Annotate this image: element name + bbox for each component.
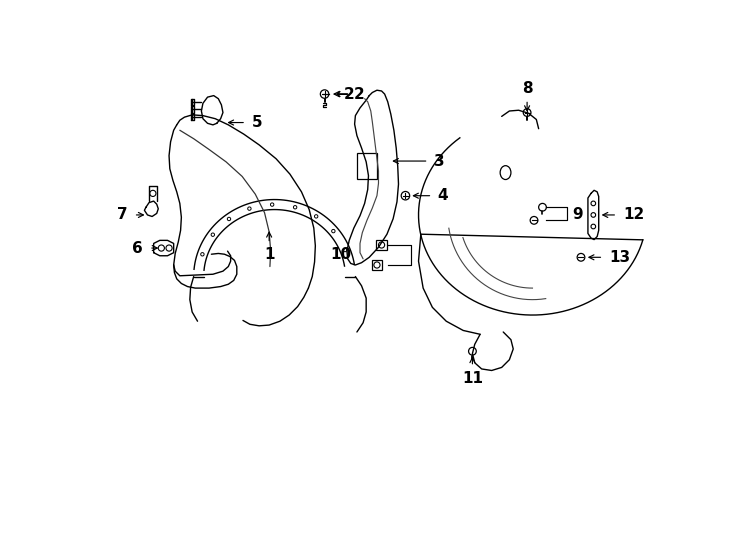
Text: 2: 2	[344, 86, 355, 102]
Text: 12: 12	[623, 207, 644, 222]
Text: 1: 1	[264, 247, 275, 262]
Text: 13: 13	[609, 250, 631, 265]
Text: 9: 9	[573, 207, 583, 222]
Text: ← 2: ← 2	[336, 86, 365, 102]
Text: 8: 8	[522, 80, 532, 96]
Text: 7: 7	[117, 207, 128, 222]
Bar	[357, 153, 377, 179]
Text: 11: 11	[462, 372, 483, 386]
Text: 3: 3	[434, 153, 445, 168]
Text: 4: 4	[437, 188, 448, 203]
Text: 10: 10	[330, 247, 352, 262]
Bar	[376, 240, 387, 251]
Bar	[371, 260, 382, 271]
Text: 5: 5	[252, 115, 263, 130]
Text: 6: 6	[132, 240, 143, 255]
